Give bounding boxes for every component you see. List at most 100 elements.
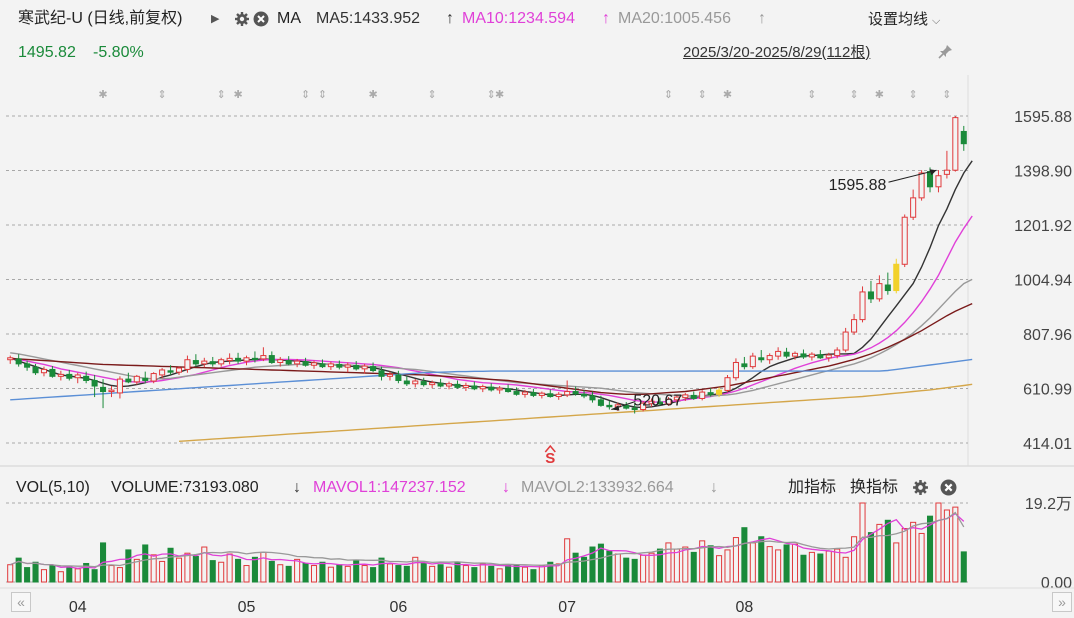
ma10-up-arrow-icon: ↑ xyxy=(602,10,610,27)
candle-body xyxy=(251,357,258,361)
candle-body xyxy=(876,283,883,300)
price-tick-label: 1398.90 xyxy=(1014,164,1072,181)
volume-bar xyxy=(783,544,790,583)
candle-body xyxy=(859,291,866,321)
candle-body xyxy=(395,374,402,381)
mavol1-line xyxy=(9,512,965,570)
volume-bar xyxy=(682,546,689,583)
candle-body xyxy=(57,373,64,377)
candle-body xyxy=(445,383,453,387)
pin-icon[interactable] xyxy=(936,43,954,66)
volume-bar xyxy=(521,566,529,583)
close-circle-icon[interactable] xyxy=(253,11,269,32)
volume-bar xyxy=(825,550,832,583)
ma-label: MA xyxy=(277,10,301,27)
candle-body xyxy=(918,172,925,199)
add-indicator-button[interactable]: 加指标 xyxy=(788,479,837,496)
volume-bar xyxy=(167,547,174,583)
play-triangle-icon[interactable]: ▶ xyxy=(211,13,220,25)
candle-body xyxy=(741,363,748,368)
volume-bar xyxy=(83,562,90,583)
volume-value: VOLUME:73193.080 xyxy=(111,479,259,496)
candle-body xyxy=(361,365,368,370)
volume-bar xyxy=(910,521,917,583)
gear-icon[interactable] xyxy=(234,11,250,32)
candle-body xyxy=(66,373,73,379)
switch-indicator-button[interactable]: 换指标 xyxy=(850,479,899,496)
x-month-label: 08 xyxy=(735,599,753,616)
candle-body xyxy=(209,361,216,365)
event-marker-icon: ⇕ xyxy=(909,88,918,101)
candle-body xyxy=(32,366,39,374)
candle-body xyxy=(623,404,630,409)
volume-bar xyxy=(589,546,596,583)
volume-bar xyxy=(462,565,469,583)
ma20-value: MA20:1005.456 xyxy=(618,10,731,27)
candle-body xyxy=(218,359,225,365)
date-range[interactable]: 2025/3/20-2025/8/29(112根) xyxy=(683,44,871,61)
candle-body xyxy=(235,357,242,362)
candle-body xyxy=(294,360,301,365)
volume-down-arrow-icon: ↓ xyxy=(293,479,301,496)
volume-bar xyxy=(361,565,368,583)
volume-bar xyxy=(403,565,410,583)
candle-body xyxy=(513,391,520,395)
volume-bar xyxy=(260,551,267,583)
indicator-gear-icon[interactable] xyxy=(912,479,929,501)
volume-bar xyxy=(640,554,647,583)
high-price-label: 1595.88 xyxy=(829,177,887,194)
scroll-right-button[interactable]: » xyxy=(1052,592,1072,612)
volume-bar xyxy=(353,560,360,583)
candle-body xyxy=(327,363,334,368)
event-marker-icon: ⇕ xyxy=(487,88,496,101)
volume-bar xyxy=(884,519,891,583)
candle-body xyxy=(682,394,689,399)
ma120-line xyxy=(10,358,973,401)
candle-body xyxy=(150,373,157,382)
candle-body xyxy=(884,284,891,292)
volume-bar xyxy=(268,560,275,583)
candle-body xyxy=(108,389,115,393)
scroll-left-button[interactable]: « xyxy=(11,592,31,612)
signal-s-icon: S xyxy=(545,450,555,467)
stock-title[interactable]: 寒武纪-U (日线,前复权) xyxy=(18,10,183,27)
candle-body xyxy=(555,393,562,398)
candle-body xyxy=(192,360,199,365)
volume-bar xyxy=(496,568,503,583)
candle-body xyxy=(420,381,427,386)
ma-settings-button[interactable]: 设置均线 ⌵ xyxy=(868,10,940,31)
x-month-label: 05 xyxy=(238,599,256,616)
x-month-label: 06 xyxy=(389,599,407,616)
volume-bar xyxy=(960,551,967,583)
mavol2-down-arrow-icon: ↓ xyxy=(710,479,718,496)
volume-bar xyxy=(758,536,765,583)
volume-bar xyxy=(108,565,115,583)
volume-bar xyxy=(285,565,292,583)
ma5-value: MA5:1433.952 xyxy=(316,10,421,27)
volume-bar xyxy=(344,565,351,583)
candle-body xyxy=(572,391,579,395)
candle-body xyxy=(370,366,377,372)
high-arrow xyxy=(888,169,937,183)
event-marker-icon: ✱ xyxy=(368,88,377,101)
candle-body xyxy=(49,368,56,377)
event-marker-icon: ✱ xyxy=(98,88,107,101)
volume-bar xyxy=(310,565,318,583)
volume-bar xyxy=(7,564,14,583)
volume-bar xyxy=(656,548,664,583)
candle-body xyxy=(952,117,959,171)
candle-body xyxy=(15,358,22,365)
volume-bar xyxy=(842,556,849,583)
candle-body xyxy=(530,392,537,396)
volume-bar xyxy=(538,565,545,583)
last-price: 1495.82 xyxy=(18,44,76,61)
candle-body xyxy=(656,401,664,405)
volume-bar xyxy=(142,544,149,583)
candle-body xyxy=(935,175,942,188)
event-marker-icon: ✱ xyxy=(495,88,504,101)
candle-body xyxy=(640,402,647,411)
ma5-up-arrow-icon: ↑ xyxy=(446,10,454,27)
indicator-close-icon[interactable] xyxy=(940,479,957,501)
volume-bar xyxy=(471,567,478,583)
